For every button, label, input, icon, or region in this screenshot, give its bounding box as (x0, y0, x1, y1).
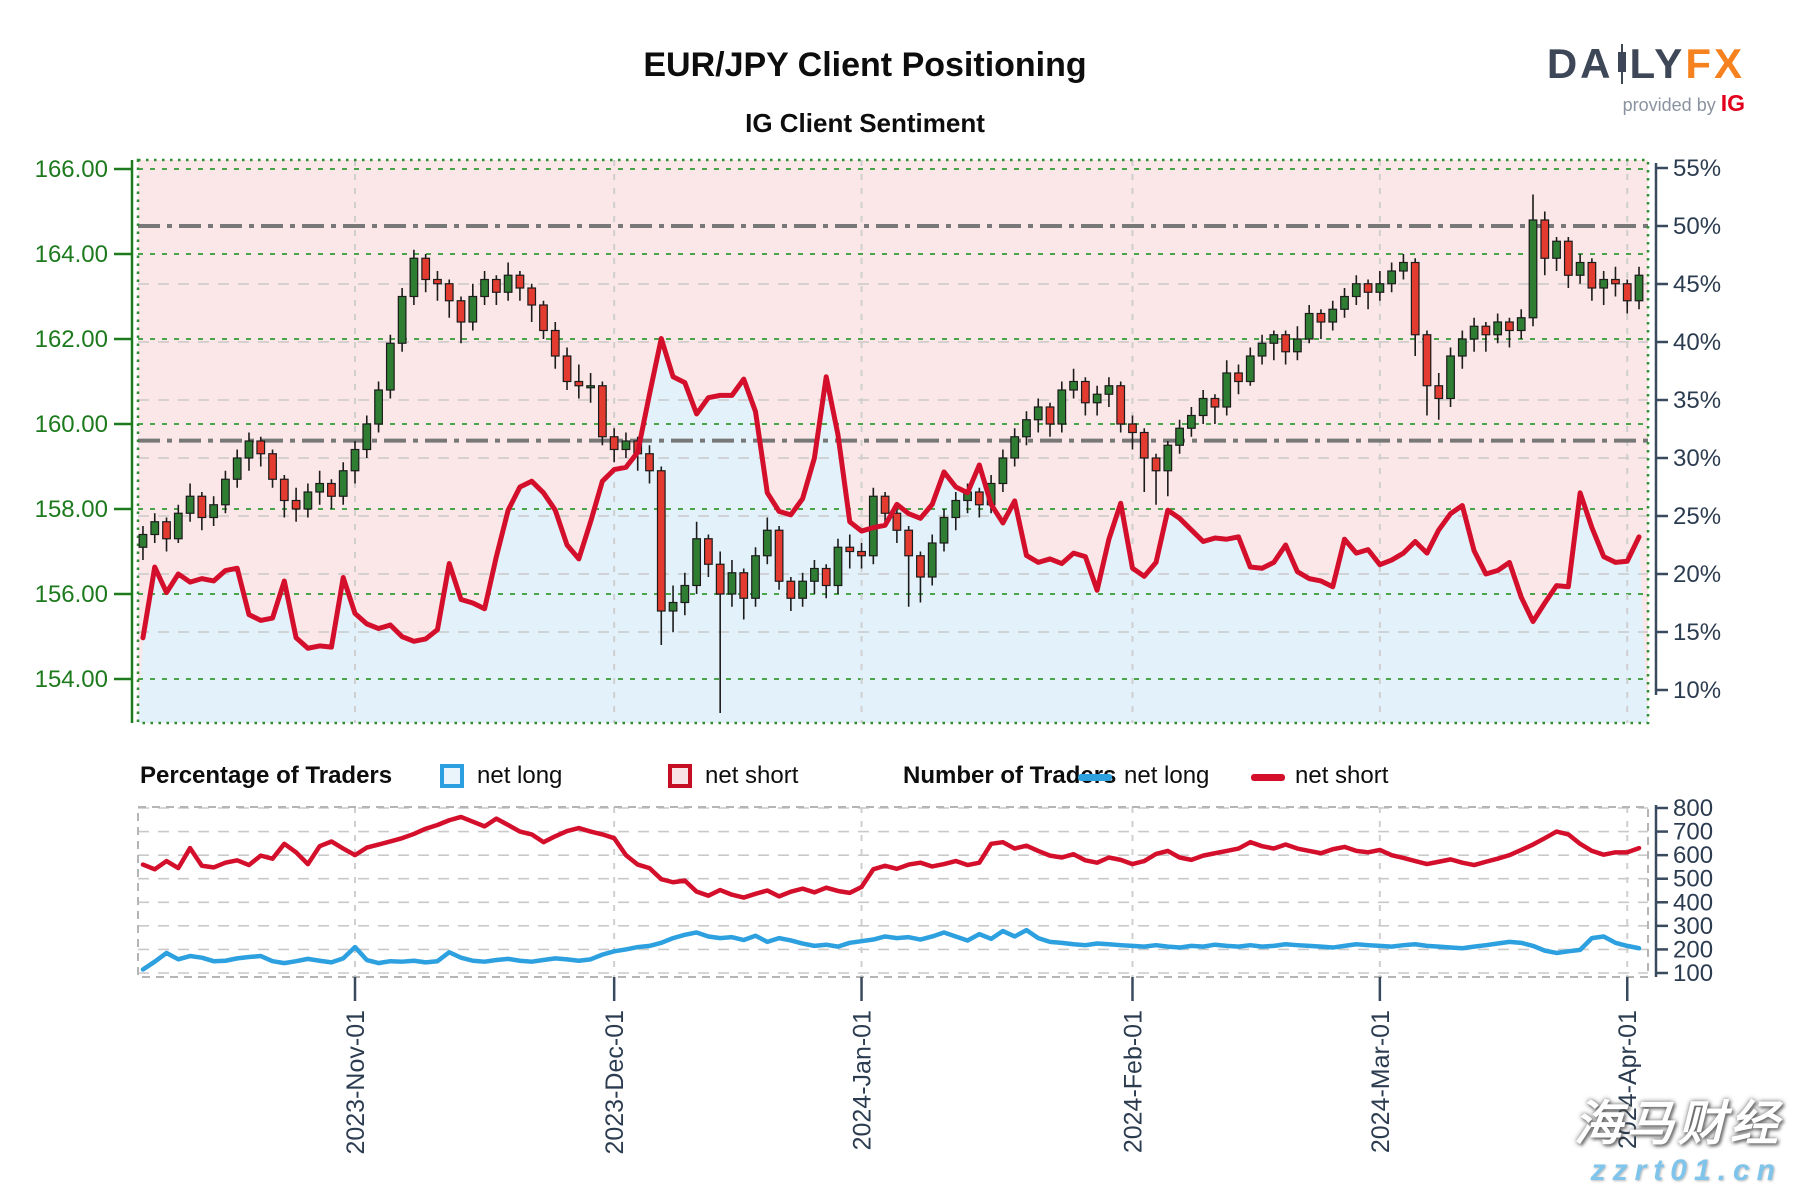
net-short-dash-swatch (1251, 774, 1285, 781)
svg-text:158.00: 158.00 (35, 496, 108, 523)
svg-text:300: 300 (1673, 913, 1713, 940)
logo-text-ly: LY (1629, 40, 1686, 87)
net-short-box-swatch (668, 764, 692, 788)
watermark-url: zzrt01.cn (1590, 1154, 1782, 1187)
svg-text:100: 100 (1673, 960, 1713, 987)
page-title: EUR/JPY Client Positioning (643, 46, 1087, 84)
svg-text:600: 600 (1673, 842, 1713, 869)
svg-text:162.00: 162.00 (35, 326, 108, 353)
logo-text-fx: FX (1685, 40, 1745, 87)
svg-text:156.00: 156.00 (35, 581, 108, 608)
svg-text:35%: 35% (1673, 387, 1721, 414)
svg-text:2023-Dec-01: 2023-Dec-01 (601, 1010, 629, 1155)
net-long-box-swatch (440, 764, 464, 788)
svg-text:2024-Mar-01: 2024-Mar-01 (1367, 1010, 1395, 1153)
ig-logo: IG (1720, 90, 1745, 116)
svg-text:50%: 50% (1673, 213, 1721, 240)
svg-text:2023-Nov-01: 2023-Nov-01 (342, 1010, 370, 1155)
candlestick-icon (1617, 44, 1626, 84)
logo-text-da: DA (1546, 40, 1614, 87)
legend-net-short-pct: net short (705, 762, 799, 789)
svg-text:55%: 55% (1673, 155, 1721, 182)
svg-text:20%: 20% (1673, 561, 1721, 588)
svg-text:160.00: 160.00 (35, 411, 108, 438)
legend-net-long-count: net long (1124, 762, 1210, 789)
svg-text:500: 500 (1673, 866, 1713, 893)
net-long-dash-swatch (1078, 774, 1112, 781)
svg-text:154.00: 154.00 (35, 666, 108, 693)
svg-text:400: 400 (1673, 889, 1713, 916)
svg-text:166.00: 166.00 (35, 156, 108, 183)
dailyfx-wordmark: DA LY FX (1547, 40, 1745, 88)
svg-text:2024-Feb-01: 2024-Feb-01 (1119, 1010, 1147, 1153)
watermark: 海马财经 zzrt01.cn (1574, 1084, 1782, 1188)
dailyfx-logo: DA LY FX provided by IG (1547, 40, 1745, 117)
provided-by-text: provided by (1622, 95, 1716, 115)
svg-text:25%: 25% (1673, 503, 1721, 530)
svg-text:2024-Apr-01: 2024-Apr-01 (1614, 1010, 1642, 1149)
svg-text:10%: 10% (1673, 677, 1721, 704)
svg-text:200: 200 (1673, 936, 1713, 963)
svg-text:30%: 30% (1673, 445, 1721, 472)
legend-net-short-count: net short (1295, 762, 1389, 789)
logo-provided-by: provided by IG (1547, 90, 1745, 117)
legend-net-long-pct: net long (477, 762, 563, 789)
watermark-brand: 海马财经 (1573, 1098, 1782, 1151)
svg-text:700: 700 (1673, 819, 1713, 846)
svg-text:164.00: 164.00 (35, 241, 108, 268)
svg-text:2024-Jan-01: 2024-Jan-01 (849, 1010, 877, 1150)
legend-percentage-of-traders: Percentage of Traders (140, 762, 393, 789)
svg-text:45%: 45% (1673, 271, 1721, 298)
chart-title: IG Client Sentiment (745, 108, 985, 138)
svg-text:15%: 15% (1673, 619, 1721, 646)
svg-text:800: 800 (1673, 795, 1713, 822)
svg-text:40%: 40% (1673, 329, 1721, 356)
